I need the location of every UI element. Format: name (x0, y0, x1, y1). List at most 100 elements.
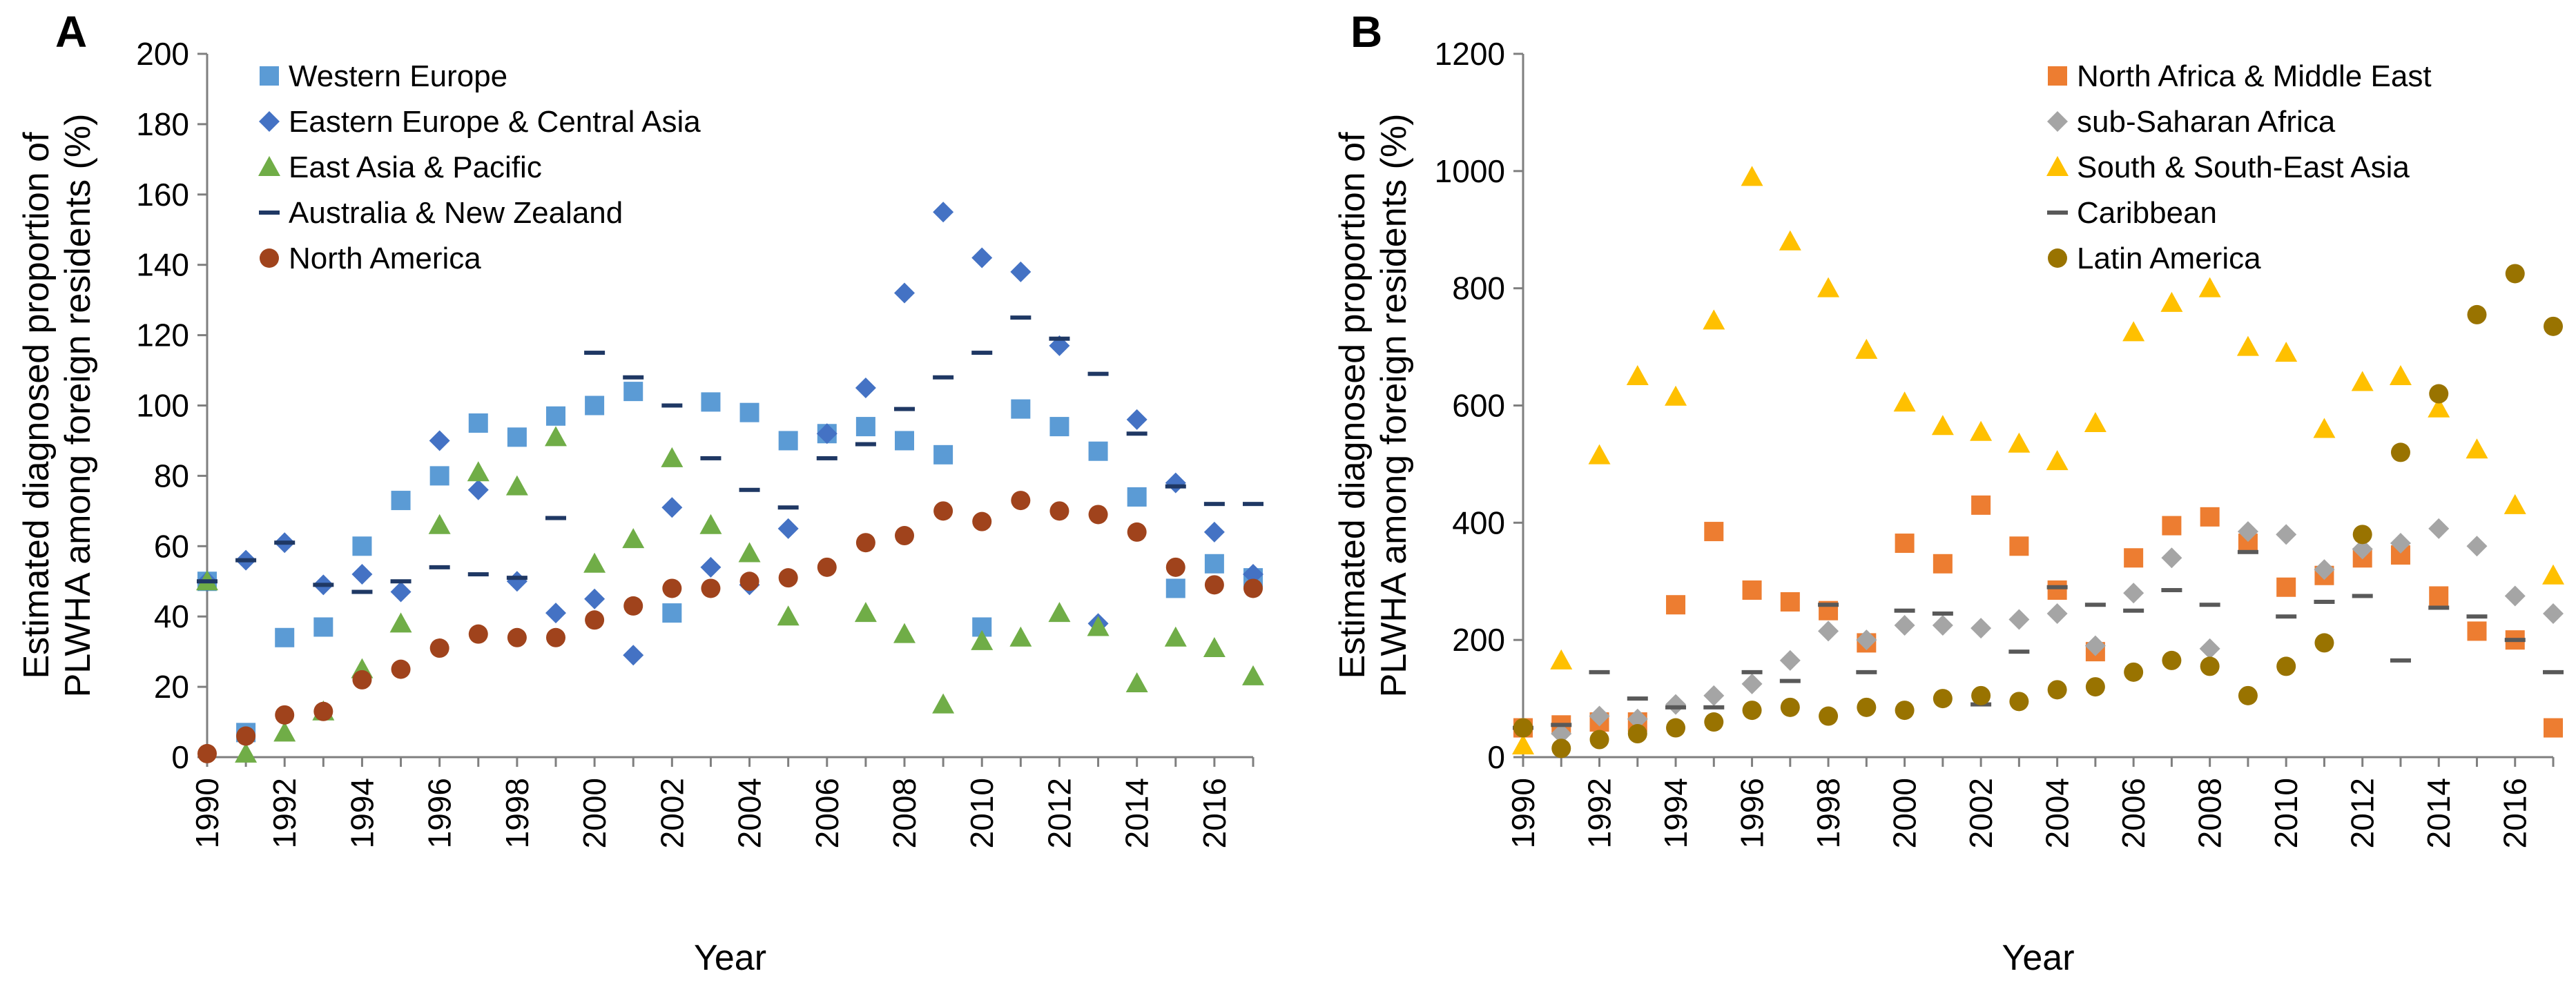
legend-marker (2048, 248, 2067, 268)
y-tick-label: 400 (1452, 505, 1505, 540)
data-point (1048, 602, 1071, 623)
data-point (585, 610, 605, 630)
data-point (546, 627, 565, 647)
data-point (2046, 585, 2068, 589)
data-point (2047, 580, 2067, 600)
data-point (1049, 336, 1070, 341)
data-point (1971, 495, 1991, 515)
data-point (2161, 587, 2182, 592)
legend: Western Europe Eastern Europe & Central A… (258, 59, 701, 275)
data-point (505, 475, 528, 496)
data-point (1243, 502, 1263, 507)
data-point (2200, 507, 2220, 527)
data-point (507, 427, 527, 447)
y-tick-label: 60 (154, 528, 189, 564)
data-point (352, 536, 372, 556)
data-point (1818, 620, 1839, 642)
x-tick-label: 2002 (654, 778, 690, 848)
data-point (235, 558, 257, 563)
data-point (895, 526, 914, 546)
data-point (1010, 315, 1032, 320)
legend-label: Caribbean (2077, 196, 2217, 230)
data-point (1126, 409, 1147, 430)
data-point (1242, 665, 1264, 685)
data-point (390, 579, 411, 584)
x-tick-label: 2016 (1197, 778, 1232, 848)
data-point (662, 603, 682, 623)
x-tick-label: 2000 (577, 778, 612, 848)
data-point (1779, 649, 1801, 671)
data-point (1627, 708, 1648, 730)
data-point (1665, 385, 1687, 406)
data-point (738, 542, 761, 563)
legend-marker (259, 211, 280, 215)
data-point (235, 742, 258, 763)
y-tick-label: 1000 (1435, 153, 1505, 189)
x-tick-label: 2014 (1119, 778, 1155, 848)
data-point (1818, 603, 1839, 607)
data-point (2390, 442, 2410, 462)
data-point (661, 447, 684, 467)
x-tick-label: 1992 (267, 778, 302, 848)
data-point (197, 743, 217, 763)
series-australia-new-zealand (197, 315, 1263, 594)
data-point (1087, 371, 1109, 376)
data-point (545, 426, 567, 447)
y-tick-label: 180 (136, 106, 189, 142)
data-point (468, 624, 488, 644)
data-point (1626, 365, 1649, 386)
data-point (2162, 516, 2182, 536)
y-tick-label: 0 (1487, 739, 1505, 775)
data-point (855, 442, 876, 447)
legend-label: Australia & New Zealand (289, 196, 623, 230)
panel-label: B (1350, 7, 1382, 57)
x-tick-label: 2006 (2115, 778, 2151, 848)
y-tick-label: 80 (154, 458, 189, 494)
data-point (1627, 724, 1647, 744)
data-point (273, 721, 296, 742)
y-axis-title: Estimated diagnosed proportion of (1333, 132, 1373, 679)
legend-label: East Asia & Pacific (289, 150, 542, 184)
data-point (2160, 291, 2183, 312)
data-point (1513, 718, 1533, 738)
data-point (2428, 518, 2450, 539)
data-point (1203, 521, 1225, 543)
legend-label: Latin America (2077, 242, 2261, 275)
y-tick-label: 200 (136, 36, 189, 72)
data-point (2276, 656, 2296, 676)
data-point (623, 375, 644, 380)
data-point (1127, 522, 1147, 542)
x-tick-label: 1996 (422, 778, 458, 848)
data-point (2275, 342, 2298, 362)
data-point (2009, 692, 2029, 712)
data-point (429, 430, 450, 451)
legend-marker (2047, 111, 2068, 132)
data-point (2504, 585, 2526, 607)
legend-label: South & South-East Asia (2077, 150, 2410, 184)
data-point (623, 645, 644, 666)
data-point (197, 579, 217, 584)
data-point (2123, 608, 2144, 613)
data-point (2085, 677, 2105, 697)
x-tick-label: 1998 (1810, 778, 1846, 848)
data-point (2352, 594, 2373, 598)
data-point (778, 431, 798, 451)
data-point (2198, 277, 2221, 297)
data-point (1243, 578, 1263, 598)
data-point (816, 423, 837, 444)
data-point (507, 627, 527, 647)
data-point (1741, 166, 1763, 186)
data-point (313, 701, 333, 721)
data-point (2200, 656, 2220, 676)
data-point (2276, 577, 2296, 597)
data-point (2504, 638, 2526, 643)
data-point (1703, 685, 1725, 706)
data-point (1165, 472, 1186, 494)
legend-marker (2046, 156, 2069, 176)
series-north-america (197, 491, 1263, 763)
data-point (2084, 635, 2106, 656)
data-point (545, 516, 566, 520)
data-point (1127, 487, 1147, 507)
data-point (1009, 626, 1032, 647)
data-point (1856, 629, 1877, 651)
